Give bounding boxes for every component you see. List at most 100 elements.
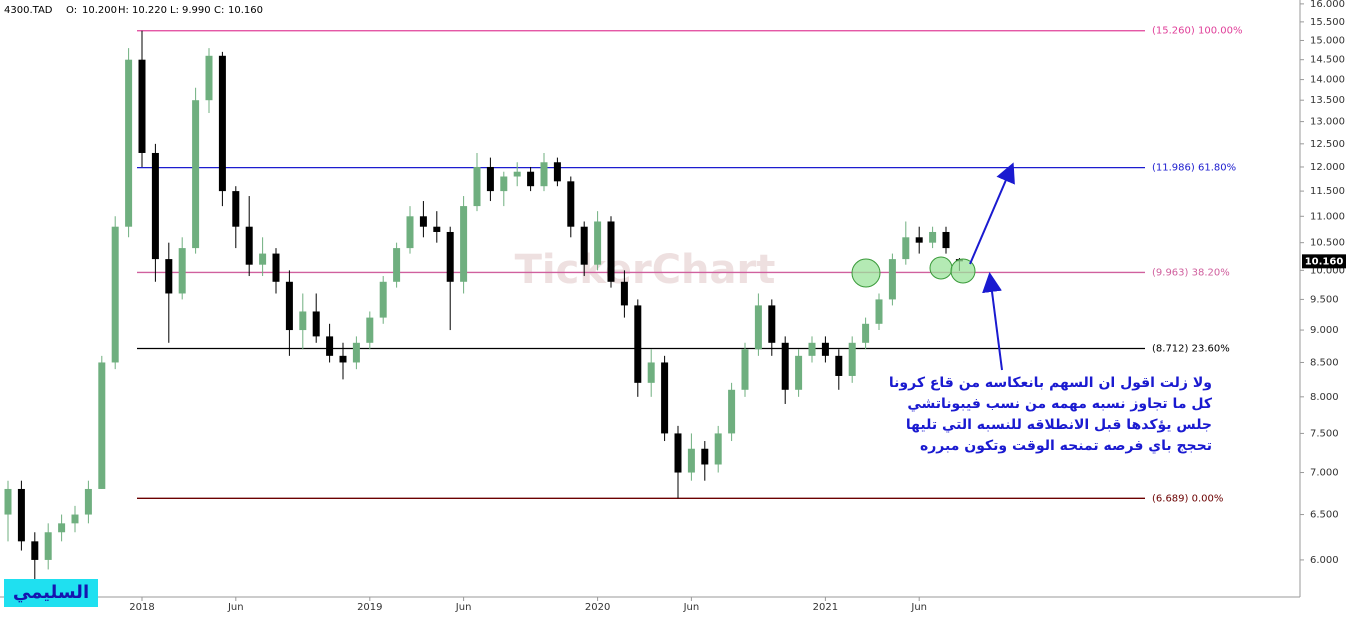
candle-body — [594, 221, 602, 265]
candle-body — [888, 259, 896, 300]
candle-body — [754, 305, 762, 350]
plot-area: 6.000 6.500 7.000 7.500 8.000 8.500 9.000 9.500… — [4, 0, 1346, 613]
y-tick-label: 7.000 — [1310, 468, 1339, 479]
last-price-label: 10.160 — [1305, 256, 1344, 267]
y-tick-label: 16.000 — [1310, 0, 1345, 10]
candle-body — [942, 231, 950, 249]
y-tick-label: 6.000 — [1310, 555, 1339, 566]
y-tick-label: 8.500 — [1310, 357, 1339, 368]
candle-body — [245, 226, 253, 265]
candle-body — [808, 342, 816, 356]
candle-body — [848, 342, 856, 376]
candle-body — [352, 342, 360, 363]
ohlc-label: L: — [170, 5, 179, 16]
y-tick-label: 10.000 — [1310, 265, 1345, 276]
y-tick-label: 12.000 — [1310, 162, 1345, 173]
candle-body — [205, 55, 213, 101]
candle-body — [366, 317, 374, 343]
candle-body — [58, 523, 66, 533]
candle-body — [473, 166, 481, 207]
candle-body — [714, 433, 722, 465]
y-tick-label: 9.000 — [1310, 325, 1339, 336]
symbol: 4300.TAD — [4, 5, 53, 16]
candle-body — [192, 100, 200, 249]
candle-body — [446, 231, 454, 282]
candle-body — [500, 176, 508, 192]
annotation-line: كل ما تجاوز نسبه مهمه من نسب فيبوناتشي — [907, 396, 1212, 412]
candle-body — [433, 226, 441, 232]
candle-body — [218, 55, 226, 192]
x-tick-label: Jun — [683, 602, 700, 613]
candle-body — [151, 152, 159, 260]
candle-body — [728, 389, 736, 434]
highlight-circle — [950, 258, 976, 284]
ohlc-value: 10.200 — [82, 5, 117, 16]
candle-body — [607, 221, 615, 282]
annotation-line: ولا زلت اقول ان السهم بانعكاسه من قاع كر… — [888, 375, 1212, 391]
fib-level-label: (11.986) 61.80% — [1152, 163, 1236, 174]
candle-body — [272, 253, 280, 282]
candle-body — [17, 488, 25, 542]
candle-body — [312, 311, 320, 337]
candle-body — [486, 166, 494, 192]
y-tick-label: 14.000 — [1310, 75, 1345, 86]
fib-level-label: (15.260) 100.00% — [1152, 26, 1242, 37]
y-tick-label: 12.500 — [1310, 139, 1345, 150]
candle-body — [513, 171, 521, 177]
candle-body — [379, 281, 387, 318]
x-tick-label: 2018 — [129, 602, 154, 613]
candle-body — [915, 237, 923, 243]
candle-body — [835, 355, 843, 376]
ohlc-label: C: — [214, 5, 224, 16]
y-tick-label: 15.500 — [1310, 17, 1345, 28]
candle-body — [326, 336, 334, 356]
candle-body — [31, 541, 39, 560]
last-price-tag — [1302, 254, 1346, 269]
annotation-line: جلس يؤكدها قبل الانطلاقه للنسبه التي تلي… — [905, 417, 1212, 433]
candle-body — [701, 448, 709, 465]
candle-body — [125, 59, 133, 227]
watermark: TickerChart — [515, 247, 776, 293]
candle-body — [795, 355, 803, 390]
candle-body — [540, 162, 548, 187]
ohlc-value: 10.160 — [228, 5, 263, 16]
candle-body — [580, 226, 588, 265]
fib-level-label: (9.963) 38.20% — [1152, 267, 1230, 278]
candle-body — [674, 433, 682, 473]
candle-body — [285, 281, 293, 331]
y-tick-label: 7.500 — [1310, 428, 1339, 439]
y-tick-label: 11.000 — [1310, 211, 1345, 222]
y-tick-label: 9.500 — [1310, 294, 1339, 305]
candle-body — [44, 532, 52, 560]
x-tick-label: Jun — [910, 602, 927, 613]
x-tick-label: 2021 — [813, 602, 838, 613]
candle-body — [781, 342, 789, 390]
candle-body — [902, 237, 910, 260]
candle-body — [875, 299, 883, 324]
highlight-circle — [929, 256, 953, 280]
x-tick-label: Jun — [227, 602, 244, 613]
candle-body — [553, 162, 561, 182]
annotation-line: تحجج باي فرصه تمنحه الوقت وتكون مبرره — [919, 438, 1212, 454]
candle-body — [620, 281, 628, 306]
candle-body — [821, 342, 829, 356]
y-tick-label: 13.500 — [1310, 95, 1345, 106]
x-tick-label: Jun — [455, 602, 472, 613]
candle-body — [4, 488, 12, 515]
candle-body — [165, 259, 173, 294]
highlight-circle — [851, 258, 881, 288]
candle-body — [768, 305, 776, 343]
arrow — [969, 162, 1015, 265]
candle-body — [71, 514, 79, 524]
y-tick-label: 10.500 — [1310, 238, 1345, 249]
y-tick-label: 13.000 — [1310, 117, 1345, 128]
candle-body — [98, 362, 106, 489]
candle-body — [178, 248, 186, 294]
ohlc-value: 10.220 — [132, 5, 167, 16]
y-tick-label: 14.500 — [1310, 55, 1345, 66]
x-tick-label: 2020 — [585, 602, 610, 613]
arrow — [982, 272, 1003, 371]
ohlc-value: 9.990 — [182, 5, 211, 16]
candle-body — [138, 59, 146, 153]
candle-body — [111, 226, 119, 363]
